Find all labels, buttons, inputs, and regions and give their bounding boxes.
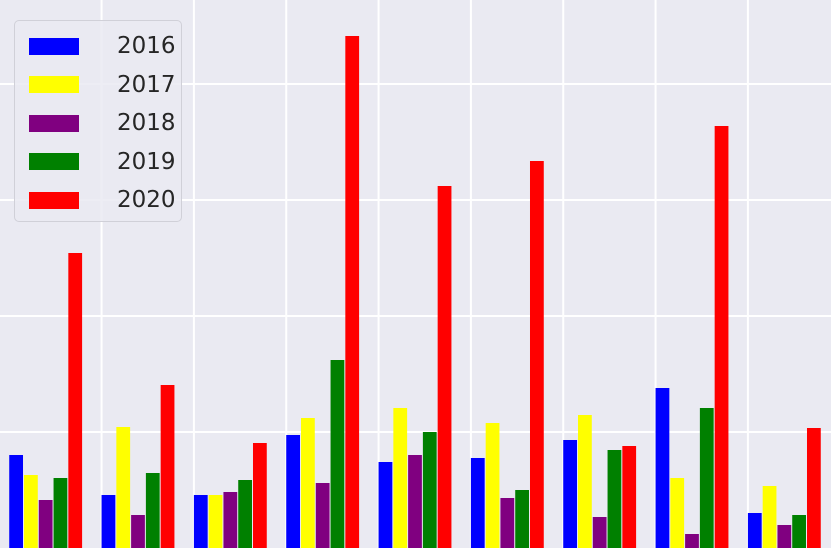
- bar-2016-6: [563, 440, 578, 548]
- bar-2019-3: [330, 360, 345, 548]
- bar-2017-7: [670, 478, 685, 548]
- bar-2019-8: [792, 515, 806, 548]
- legend-item-2017: 2017: [29, 66, 181, 105]
- legend-item-2020: 2020: [29, 181, 181, 220]
- bar-2016-8: [747, 513, 762, 548]
- bar-2018-5: [500, 498, 515, 548]
- legend-swatch-2017: [29, 76, 79, 94]
- bar-2018-4: [408, 455, 422, 548]
- bar-2019-2: [238, 480, 252, 548]
- bars: [9, 36, 821, 548]
- bar-2017-1: [116, 427, 131, 548]
- bar-2020-1: [160, 385, 175, 548]
- bar-2017-4: [393, 408, 408, 548]
- bar-2017-2: [208, 495, 223, 548]
- bar-2016-4: [378, 462, 393, 548]
- bar-2018-2: [223, 492, 238, 548]
- legend-swatch-2018: [29, 114, 79, 132]
- legend-label-2018: 2018: [117, 110, 176, 137]
- legend-item-2018: 2018: [29, 104, 181, 143]
- legend-item-2019: 2019: [29, 143, 181, 182]
- bar-2016-1: [101, 495, 116, 548]
- bar-2020-2: [252, 443, 267, 548]
- bar-2018-7: [685, 534, 699, 548]
- legend-swatch-2020: [29, 191, 79, 209]
- legend-label-2019: 2019: [117, 148, 176, 175]
- legend-swatch-2019: [29, 153, 79, 171]
- bar-2018-3: [315, 483, 330, 548]
- legend-swatch-2016: [29, 37, 79, 55]
- bar-2019-5: [515, 490, 529, 548]
- bar-2017-6: [578, 415, 592, 548]
- legend: 2016 2017 2018 2019 2020: [14, 20, 182, 222]
- bar-2018-6: [592, 517, 607, 548]
- bar-2019-0: [53, 478, 68, 548]
- bar-2017-5: [485, 423, 500, 548]
- legend-label-2016: 2016: [117, 33, 176, 60]
- bar-2020-4: [437, 186, 452, 548]
- bar-2018-8: [777, 525, 792, 548]
- bar-2016-2: [193, 495, 208, 548]
- bar-2017-0: [24, 475, 38, 548]
- bar-2016-0: [9, 455, 24, 548]
- bar-2020-0: [68, 253, 83, 548]
- bar-2016-5: [470, 458, 485, 548]
- bar-2019-1: [145, 473, 160, 548]
- bar-2018-0: [38, 500, 53, 548]
- bar-2020-8: [806, 428, 821, 548]
- bar-2020-5: [529, 161, 544, 548]
- bar-2016-3: [286, 435, 301, 548]
- bar-2017-3: [301, 418, 315, 548]
- bar-2019-7: [699, 408, 714, 548]
- legend-item-2016: 2016: [29, 27, 181, 66]
- bar-2018-1: [131, 515, 145, 548]
- bar-2016-7: [655, 388, 670, 548]
- legend-label-2020: 2020: [117, 187, 176, 214]
- bar-2017-8: [762, 486, 777, 548]
- bar-2020-6: [622, 446, 637, 548]
- bar-2020-3: [345, 36, 360, 548]
- legend-label-2017: 2017: [117, 71, 176, 98]
- bar-2019-6: [607, 450, 622, 548]
- bar-2019-4: [422, 432, 437, 548]
- bar-2020-7: [714, 126, 729, 548]
